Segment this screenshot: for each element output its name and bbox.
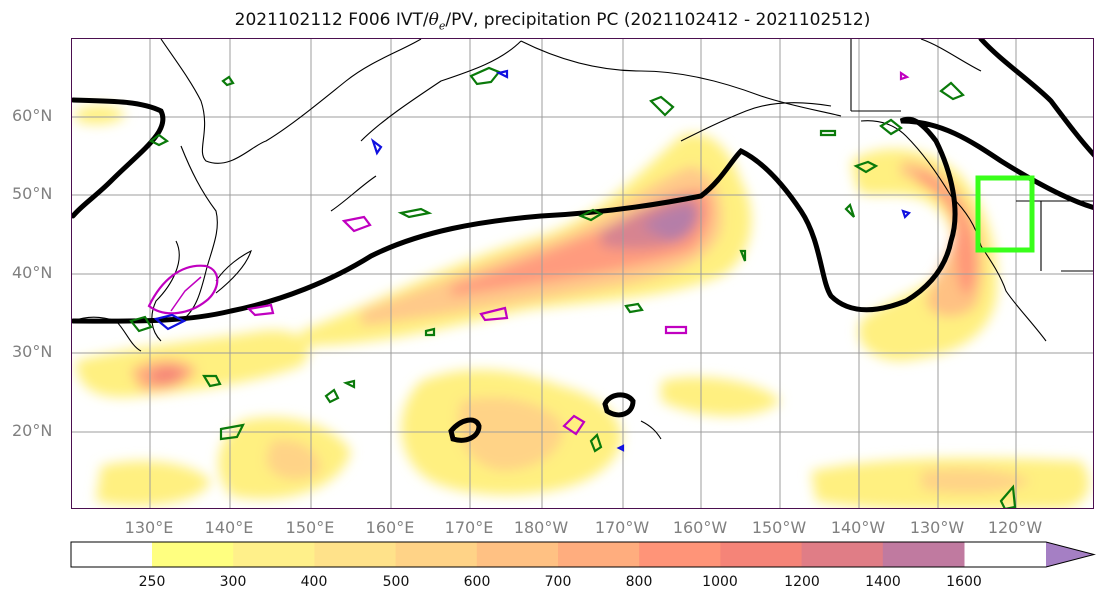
colorbar-extend-arrow (1046, 542, 1094, 567)
lon-label-120w: 120°W (987, 518, 1043, 537)
pv-contours (147, 69, 912, 452)
lon-label-130w: 130°W (909, 518, 965, 537)
lon-label-150w: 150°W (751, 518, 807, 537)
colorbar-bin-800 (639, 542, 721, 567)
colorbar-label-1000: 1000 (702, 574, 738, 590)
lat-label-60: 60°N (12, 106, 53, 125)
colorbar-label-800: 800 (625, 574, 653, 590)
colorbar (70, 541, 1096, 568)
lat-label-30: 30°N (12, 342, 53, 361)
colorbar-bin-1400 (882, 542, 965, 567)
colorbar-label-1200: 1200 (784, 574, 820, 590)
lon-label-160w: 160°W (672, 518, 728, 537)
colorbar-label-500: 500 (382, 574, 410, 590)
lon-label-150e: 150°E (285, 518, 335, 537)
colorbar-bin-500 (395, 542, 478, 567)
precipitation-shading (76, 105, 1090, 508)
colorbar-bin-300 (233, 542, 315, 567)
colorbar-bin-400 (314, 542, 397, 567)
colorbar-bin-600 (476, 542, 559, 567)
map-svg (72, 39, 1093, 508)
colorbar-bin-1200 (801, 542, 884, 567)
colorbar-label-300: 300 (219, 574, 247, 590)
map-panel (71, 38, 1094, 509)
lon-label-140e: 140°E (204, 518, 254, 537)
lat-label-20: 20°N (12, 421, 53, 440)
lat-label-40: 40°N (12, 263, 53, 282)
lon-label-160e: 160°E (365, 518, 415, 537)
lon-label-140w: 140°W (830, 518, 886, 537)
lon-label-170e: 170°E (444, 518, 494, 537)
colorbar-label-700: 700 (544, 574, 572, 590)
colorbar-bin-1000 (720, 542, 803, 567)
lon-label-170w: 170°W (594, 518, 650, 537)
lat-label-50: 50°N (12, 184, 53, 203)
colorbar-label-400: 400 (300, 574, 328, 590)
colorbar-label-1400: 1400 (865, 574, 901, 590)
colorbar-outline (70, 541, 1096, 568)
theta-e-contours (129, 66, 1017, 508)
colorbar-label-600: 600 (463, 574, 491, 590)
colorbar-bin-250 (152, 542, 234, 567)
lon-label-180w: 180°W (513, 518, 569, 537)
lon-label-130e: 130°E (124, 518, 174, 537)
colorbar-bin-below (71, 542, 152, 567)
map-title: 2021102112 F006 IVT/θe/PV, precipitation… (234, 10, 871, 33)
coastlines (72, 39, 1093, 440)
colorbar-label-1600: 1600 (946, 574, 982, 590)
colorbar-label-250: 250 (138, 574, 166, 590)
target-region-box (975, 175, 1035, 253)
colorbar-bin-700 (558, 542, 640, 567)
